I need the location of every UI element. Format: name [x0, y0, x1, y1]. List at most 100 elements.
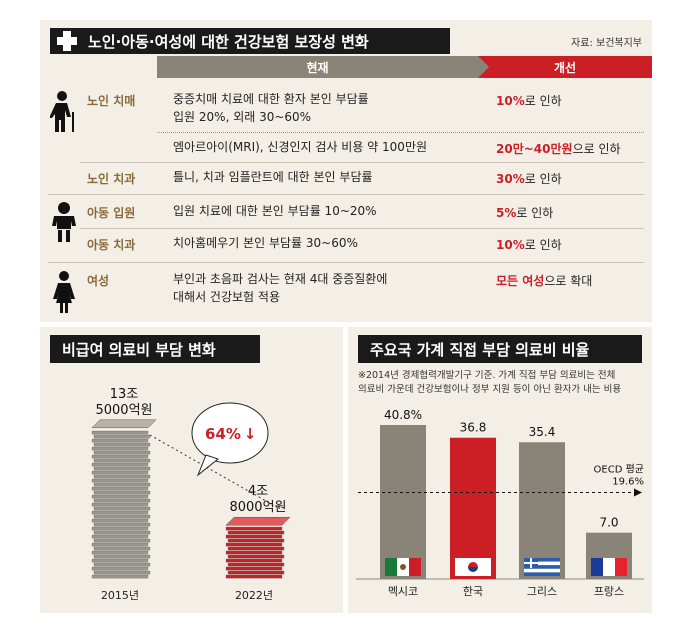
france-flag-icon	[603, 558, 615, 576]
row-improved-value: 30%	[496, 172, 525, 186]
elderly-icon	[49, 90, 80, 138]
non-covered-title: 비급여 의료비 부담 변화	[50, 335, 260, 363]
change-bubble	[191, 402, 269, 464]
row-category: 아동 입원	[87, 206, 136, 220]
money-sheet	[93, 514, 151, 519]
money-sheet	[91, 542, 149, 547]
header-current: 현재	[157, 56, 478, 78]
row-improved-value: 5%	[496, 206, 517, 220]
money-sheet	[227, 570, 285, 575]
row-improved-value: 10%	[496, 94, 525, 108]
coverage-change-panel: 노인·아동·여성에 대한 건강보험 보장성 변화 자료: 보건복지부 현재 개선…	[40, 20, 652, 322]
oecd-average-label: OECD 평균	[594, 464, 644, 476]
money-sheet	[227, 562, 285, 567]
bar-value-label: 35.4	[529, 425, 556, 439]
money-sheet	[91, 510, 149, 515]
money-sheet	[91, 534, 149, 539]
bar-value-label: 7.0	[599, 516, 618, 530]
bar-value-label: 5000억원	[95, 403, 152, 418]
x-tick-label: 그리스	[527, 585, 557, 598]
row-current-line: 엠아르아이(MRI), 신경인지 검사 비용 약 100만원	[173, 140, 428, 154]
row-divider	[48, 194, 644, 195]
bar-value-label: 40.8%	[384, 408, 422, 422]
money-sheet	[93, 442, 151, 447]
row-current-line: 대해서 건강보험 적용	[173, 290, 280, 304]
change-bubble-tail	[196, 454, 220, 477]
row-current: 부인과 초음파 검사는 현재 4대 중증질환에 대해서 건강보험 적용	[173, 270, 387, 306]
greece-flag-cross	[524, 562, 538, 564]
x-tick-label: 멕시코	[388, 585, 418, 598]
x-tick-label: 프랑스	[594, 585, 624, 598]
oecd-average-arrow	[634, 488, 642, 497]
row-current: 엠아르아이(MRI), 신경인지 검사 비용 약 100만원	[173, 138, 427, 156]
coverage-title-bar: 노인·아동·여성에 대한 건강보험 보장성 변화	[50, 28, 450, 54]
row-current-line: 부인과 초음파 검사는 현재 4대 중증질환에	[173, 272, 388, 286]
greece-flag-icon	[524, 568, 560, 573]
x-tick-label: 2015년	[101, 589, 139, 602]
money-sheet	[93, 474, 151, 479]
row-current-line: 입원 20%, 외래 30~60%	[173, 110, 312, 124]
money-sheet	[227, 554, 285, 559]
bar-value-label: 36.8	[460, 421, 487, 435]
row-divider	[48, 262, 644, 263]
money-sheet	[93, 490, 151, 495]
coverage-title: 노인·아동·여성에 대한 건강보험 보장성 변화	[88, 32, 369, 51]
mexico-flag-emblem	[400, 564, 406, 570]
money-sheet	[225, 542, 283, 547]
row-current: 치아홈메우기 본인 부담률 30~60%	[173, 234, 358, 252]
money-sheet	[91, 558, 149, 563]
bar-value-label: 13조	[110, 387, 139, 402]
row-improved-text: 으로 인하	[572, 142, 621, 156]
money-sheet	[93, 538, 151, 543]
money-sheet	[91, 454, 149, 459]
france-flag-icon	[615, 558, 627, 576]
money-sheet	[93, 458, 151, 463]
oecd-average-value: 19.6%	[612, 477, 644, 488]
row-divider	[157, 132, 644, 133]
money-sheet	[91, 550, 149, 555]
korea-flag-taegeuk	[468, 567, 478, 572]
row-improved: 5%로 인하	[496, 204, 553, 221]
money-sheet	[227, 530, 285, 535]
change-percent-label: 64%	[205, 425, 241, 443]
oop-note-line: ※2014년 경제협력개발기구 기준. 가계 직접 부담 의료비는 전체	[358, 370, 616, 381]
money-sheet	[93, 482, 151, 487]
money-stack-bar	[91, 419, 157, 579]
money-sheet	[225, 534, 283, 539]
row-current: 입원 치료에 대한 본인 부담률 10~20%	[173, 202, 377, 220]
money-sheet	[93, 466, 151, 471]
bar-value-label: 8000억원	[229, 500, 286, 515]
france-flag-icon	[591, 558, 603, 576]
money-sheet	[225, 526, 283, 531]
money-sheet	[93, 530, 151, 535]
row-divider	[80, 162, 644, 163]
oop-note-line: 의료비 가운데 건강보험이나 정부 지원 등이 아닌 환자가 내는 비용	[358, 384, 622, 395]
money-sheet	[91, 430, 149, 435]
money-sheet	[93, 506, 151, 511]
row-current-line: 틀니, 치과 임플란트에 대한 본인 부담률	[173, 170, 373, 184]
money-sheet	[93, 554, 151, 559]
row-category: 노인 치과	[87, 172, 136, 186]
row-improved-value: 모든 여성	[496, 274, 545, 288]
money-sheet	[91, 574, 149, 579]
money-sheet	[227, 538, 285, 543]
money-sheet	[91, 502, 149, 507]
greece-flag-icon	[524, 561, 560, 566]
money-sheet	[93, 434, 151, 439]
greece-flag-icon	[524, 572, 560, 576]
money-sheet	[91, 470, 149, 475]
money-sheet	[91, 478, 149, 483]
money-sheet	[93, 522, 151, 527]
oop-title: 주요국 가계 직접 부담 의료비 비율	[358, 335, 642, 363]
row-improved: 20만~40만원으로 인하	[496, 140, 621, 157]
money-sheet	[93, 570, 151, 575]
non-covered-cost-panel: 비급여 의료비 부담 변화 13조 5000억원 2015년 4조 8000억원 2022…	[40, 327, 343, 613]
row-improved-value: 10%	[496, 238, 525, 252]
row-divider	[80, 228, 644, 229]
row-improved-text: 로 인하	[516, 206, 554, 220]
row-category: 아동 치과	[87, 238, 136, 252]
greece-flag-icon	[524, 565, 560, 569]
header-improved: 개선	[478, 56, 652, 78]
